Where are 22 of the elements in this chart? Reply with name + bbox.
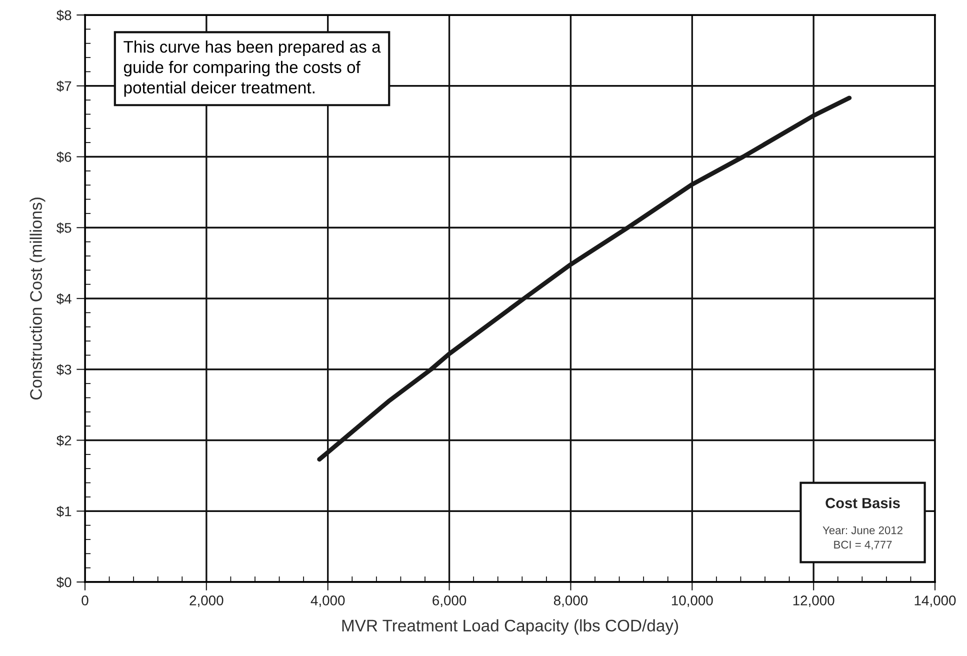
y-tick-label: $7 [56,80,72,92]
x-tick-label: 10,000 [672,596,713,608]
y-tick-label: $2 [56,435,72,446]
y-tick-label: $8 [56,10,72,21]
annotation: Year: June 2012 BCI = 4,777 [822,526,902,550]
x-axis-title: MVR Treatment Load Capacity (lbs COD/day) [342,619,678,635]
x-tick-label: 0 [82,596,88,606]
x-tick-label: 14,000 [914,596,956,608]
annotation: Cost Basis [826,498,900,508]
annotation: This curve has been prepared as a guide for comparing the costs of potential deicer treatment. [124,40,381,97]
y-axis-title: Construction Cost (millions) [30,198,46,400]
y-tick-label: $5 [56,222,72,234]
x-tick-label: 2,000 [190,596,224,608]
y-tick-label: $1 [56,506,72,518]
x-tick-label: 12,000 [793,596,834,608]
y-tick-label: $6 [56,152,72,163]
x-tick-label: 8,000 [554,596,588,608]
x-tick-label: 4,000 [310,596,345,608]
x-tick-label: 6,000 [432,596,466,608]
y-tick-label: $0 [56,576,72,588]
y-tick-label: $4 [56,293,72,304]
y-tick-label: $3 [56,364,72,376]
